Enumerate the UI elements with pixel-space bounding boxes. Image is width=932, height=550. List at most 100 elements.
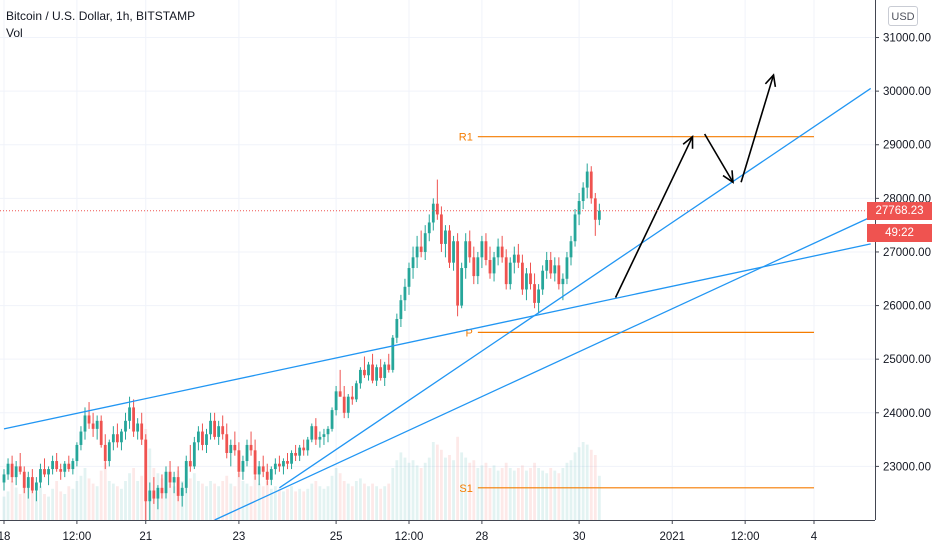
volume-bar [383, 486, 387, 520]
candle [545, 260, 549, 271]
volume-bar [132, 468, 135, 520]
volume-bar [111, 483, 115, 520]
volume-bar [26, 483, 30, 520]
volume-bar [529, 468, 532, 520]
candle [269, 469, 273, 480]
candle [302, 447, 306, 451]
volume-bar [55, 481, 59, 520]
volume-bar [10, 481, 14, 520]
time-tick-label: 4 [811, 531, 818, 543]
candle [525, 273, 528, 290]
trendlines[interactable] [3, 87, 872, 521]
candle [197, 431, 200, 443]
volume-bar [350, 486, 354, 520]
volume-bar [448, 455, 451, 520]
candle [39, 469, 42, 483]
candle [371, 364, 374, 381]
volume-bar [39, 486, 42, 520]
price-tick-label: 26000.00 [883, 301, 931, 313]
candle [294, 452, 297, 456]
candle [403, 286, 407, 301]
candles [2, 163, 601, 520]
candle [225, 434, 229, 453]
volume-bar [164, 481, 168, 520]
current-price-tag: 27768.23 [867, 201, 932, 220]
volume-bar [334, 468, 338, 520]
volume-bar [75, 481, 79, 520]
candle [298, 447, 302, 456]
candle [529, 273, 532, 285]
time-tick-label: 18 [0, 531, 10, 543]
candle [253, 450, 257, 475]
countdown-tag: 49:22 [867, 223, 932, 242]
time-axis[interactable]: 18 12:00 21 23 25 12:00 28 30 2021 12:00 4 [0, 520, 875, 543]
candle [541, 270, 545, 290]
volume-bar [581, 442, 585, 520]
volume-bar [545, 473, 549, 520]
candle [476, 257, 480, 277]
volume-bar [435, 444, 439, 520]
volume-bar [47, 496, 50, 520]
volume-bar [221, 481, 225, 520]
candle [334, 391, 338, 411]
grid [0, 0, 875, 520]
candle [411, 257, 415, 269]
candle [67, 463, 71, 470]
price-tick-label: 30000.00 [883, 86, 931, 98]
volume-bar [399, 452, 403, 520]
currency-button[interactable]: USD [888, 6, 918, 26]
candle [10, 463, 14, 478]
volume-bar [294, 491, 297, 520]
price-tick-label: 27000.00 [883, 247, 931, 259]
volume-bar [338, 473, 342, 520]
candle [561, 278, 565, 285]
candle [55, 461, 59, 470]
symbol-title[interactable]: Bitcoin / U.S. Dollar, 1h, BITSTAMP [6, 9, 196, 23]
volume-bar [363, 483, 366, 520]
volume-bar [419, 468, 423, 520]
volume-bar [326, 486, 330, 520]
volume-bar [342, 481, 346, 520]
volume-bar [136, 481, 140, 520]
candle [326, 428, 330, 435]
candle [318, 436, 322, 440]
volume-bar [379, 488, 383, 520]
volume-bar [201, 483, 204, 520]
volume-bar [468, 462, 472, 520]
candle [549, 260, 553, 274]
volume-bar [521, 465, 524, 520]
candle [249, 444, 253, 451]
volume-bar [51, 488, 54, 520]
candle [160, 487, 164, 494]
volume-bar [395, 460, 399, 520]
candle [180, 487, 184, 496]
volume-bar [213, 483, 216, 520]
volume-bar [302, 491, 306, 520]
candle [448, 230, 451, 263]
candle [589, 171, 593, 199]
volume-label[interactable]: Vol [6, 26, 23, 40]
candle [488, 260, 492, 274]
candle [209, 420, 212, 435]
volume-bar [565, 462, 569, 520]
volume-bar [597, 475, 601, 520]
candle [581, 187, 585, 202]
volume-bar [314, 481, 318, 520]
candle [116, 434, 119, 443]
volume-bar [496, 470, 500, 520]
volume-bar [217, 486, 221, 520]
volume-bar [124, 481, 127, 520]
price-axis[interactable]: 23000.00 24000.00 25000.00 26000.00 27000.00… [875, 0, 931, 520]
volume-bar [257, 483, 261, 520]
candle [379, 367, 383, 378]
trendline-1 [3, 243, 871, 430]
candle [132, 407, 135, 432]
volume-bar [387, 483, 391, 520]
volume-bar [103, 462, 107, 520]
candle [472, 257, 476, 277]
pivot-label-r1: R1 [459, 132, 473, 144]
candle [306, 439, 310, 451]
candle [51, 461, 54, 470]
drawn-arrows[interactable] [614, 73, 777, 298]
